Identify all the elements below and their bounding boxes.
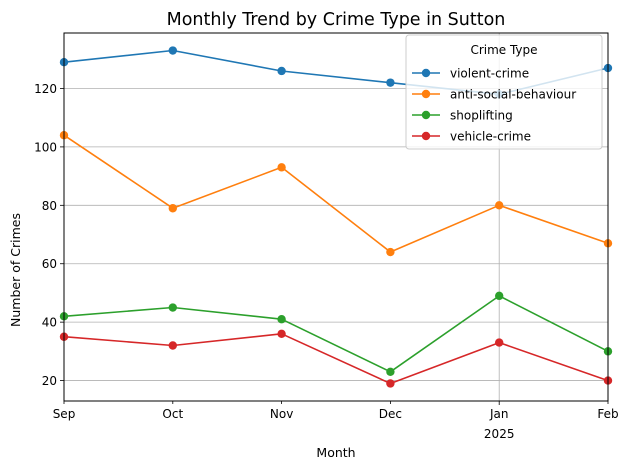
data-point-shoplifting [168,303,177,312]
x-tick-label: Sep [53,407,76,421]
plot-frame [63,32,609,402]
x-tick-label: Dec [379,407,402,421]
data-point-vehicle-crime [168,341,177,350]
data-point-anti-social-behaviour [495,201,504,210]
series-line-anti-social-behaviour [63,134,609,253]
legend-title: Crime Type [470,43,537,57]
y-tick-label: 80 [42,199,57,213]
series-line-vehicle-crime [63,332,609,385]
y-tick-label: 60 [42,257,57,271]
data-point-violent-crime [386,78,395,87]
legend: Crime Type violent-crime anti-social-beha… [405,34,603,150]
legend-label-anti-social-behaviour: anti-social-behaviour [450,88,576,102]
legend-label-violent-crime: violent-crime [450,67,529,81]
x-tick-label: Oct [162,407,183,421]
data-point-anti-social-behaviour [277,163,286,172]
x-tick-label: Nov [270,407,293,421]
data-point-violent-crime [277,66,286,76]
axis-ticks: 20 40 60 80 100 120 Sep Oct Nov Dec Jan 2025 Feb [34,82,619,441]
legend-label-vehicle-crime: vehicle-crime [450,130,531,144]
data-point-violent-crime [168,46,177,55]
data-point-shoplifting [277,315,286,324]
data-point-anti-social-behaviour [168,204,177,213]
x-axis-label: Month [316,445,355,460]
x-tick-year-label: 2025 [484,427,515,441]
data-point-anti-social-behaviour [386,247,395,257]
data-point-shoplifting [495,291,504,301]
data-point-vehicle-crime [277,329,286,339]
legend-marker-shoplifting [421,110,431,120]
data-point-vehicle-crime [386,379,395,388]
y-tick-label: 100 [34,140,57,154]
series-line-shoplifting [63,295,609,373]
legend-box [405,34,603,150]
y-tick-label: 20 [42,374,57,388]
legend-marker-vehicle-crime [421,131,431,141]
x-tick-label: Feb [597,407,618,421]
y-axis-label: Number of Crimes [8,213,23,327]
chart-title: Monthly Trend by Crime Type in Sutton [167,10,506,30]
x-tick-label: Jan [489,407,509,421]
legend-label-shoplifting: shoplifting [450,109,513,123]
y-tick-label: 120 [34,82,57,96]
data-point-shoplifting [386,367,395,376]
legend-marker-violent-crime [421,68,431,78]
data-point-vehicle-crime [495,338,504,347]
legend-marker-anti-social-behaviour [421,89,431,99]
y-tick-label: 40 [42,316,57,330]
